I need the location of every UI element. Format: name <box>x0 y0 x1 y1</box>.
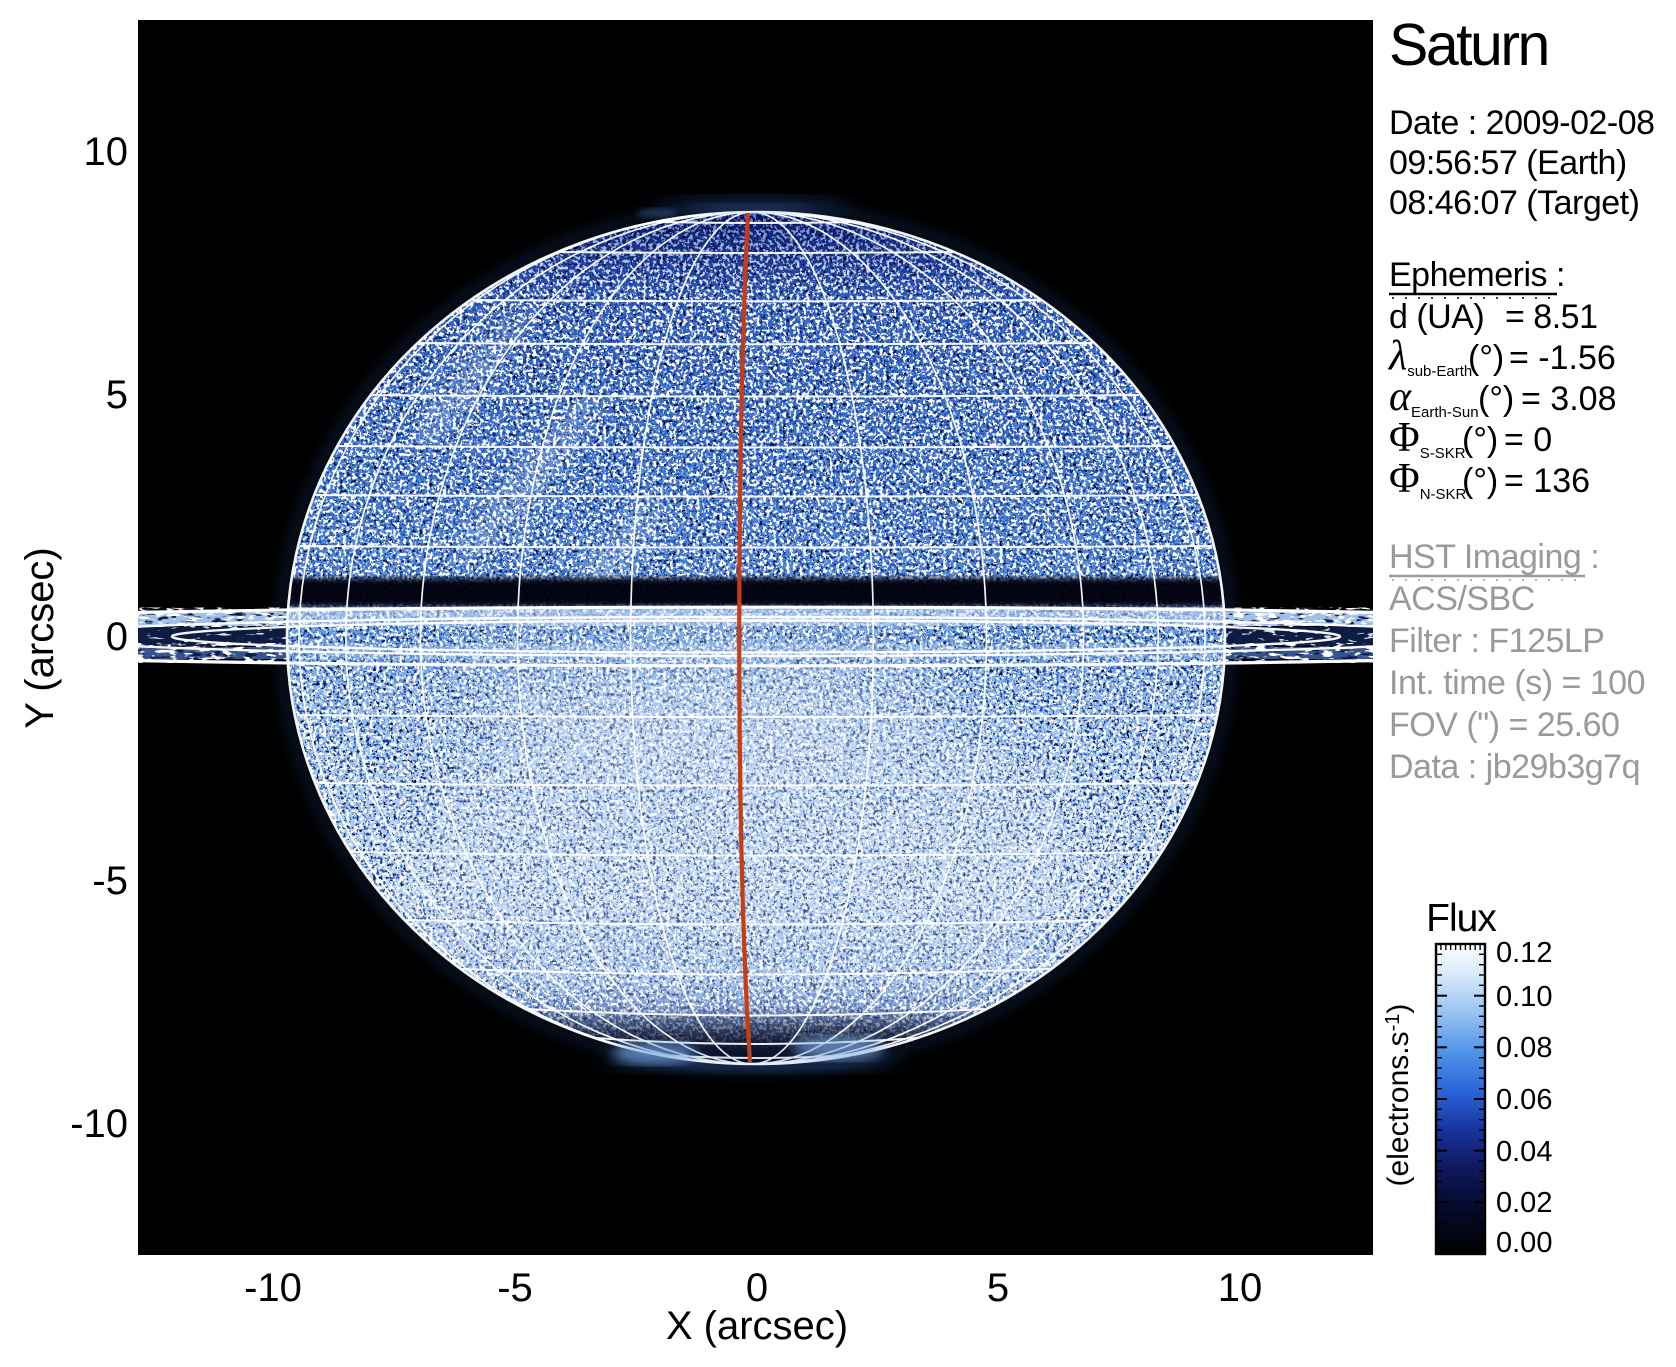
svg-text:ACS/SBC: ACS/SBC <box>1389 580 1535 618</box>
svg-text:Ephemeris :: Ephemeris : <box>1389 256 1565 294</box>
svg-text:ΦN-SKR(°)= 136: ΦN-SKR(°) = 136 <box>1389 456 1590 503</box>
svg-text:FOV (") = 25.60: FOV (") = 25.60 <box>1389 706 1619 744</box>
svg-text:HST Imaging :: HST Imaging : <box>1389 538 1599 576</box>
svg-text:0.12: 0.12 <box>1496 937 1552 969</box>
svg-text:0.06: 0.06 <box>1496 1084 1552 1116</box>
svg-text:0.10: 0.10 <box>1496 981 1552 1013</box>
svg-text:08:46:07 (Target): 08:46:07 (Target) <box>1389 184 1639 222</box>
svg-text:-5: -5 <box>92 859 128 903</box>
svg-text:Filter : F125LP: Filter : F125LP <box>1389 622 1604 660</box>
svg-text:Saturn: Saturn <box>1389 12 1548 78</box>
svg-text:5: 5 <box>987 1266 1009 1310</box>
svg-text:X (arcsec): X (arcsec) <box>666 1304 848 1348</box>
svg-text:Data : jb29b3g7q: Data : jb29b3g7q <box>1389 748 1640 786</box>
svg-text:0: 0 <box>106 615 128 659</box>
svg-text:Y (arcsec): Y (arcsec) <box>18 547 62 729</box>
svg-text:09:56:57 (Earth): 09:56:57 (Earth) <box>1389 144 1627 182</box>
svg-text:0.00: 0.00 <box>1496 1227 1552 1259</box>
svg-text:10: 10 <box>84 130 129 174</box>
svg-text:ΦS-SKR(°)= 0: ΦS-SKR(°) = 0 <box>1389 415 1552 462</box>
svg-text:0: 0 <box>746 1266 768 1310</box>
svg-text:Flux: Flux <box>1426 897 1497 940</box>
svg-text:0.08: 0.08 <box>1496 1032 1552 1064</box>
svg-text:-10: -10 <box>244 1266 302 1310</box>
svg-text:0.02: 0.02 <box>1496 1187 1552 1219</box>
svg-text:(electrons.s-1): (electrons.s-1) <box>1382 1004 1415 1187</box>
svg-text:-10: -10 <box>70 1102 128 1146</box>
svg-text:Int. time (s) = 100: Int. time (s) = 100 <box>1389 664 1645 702</box>
svg-text:-5: -5 <box>497 1266 533 1310</box>
svg-text:10: 10 <box>1218 1266 1263 1310</box>
svg-text:5: 5 <box>106 373 128 417</box>
svg-text:0.04: 0.04 <box>1496 1136 1552 1168</box>
svg-text:Date : 2009-02-08: Date : 2009-02-08 <box>1389 104 1655 142</box>
